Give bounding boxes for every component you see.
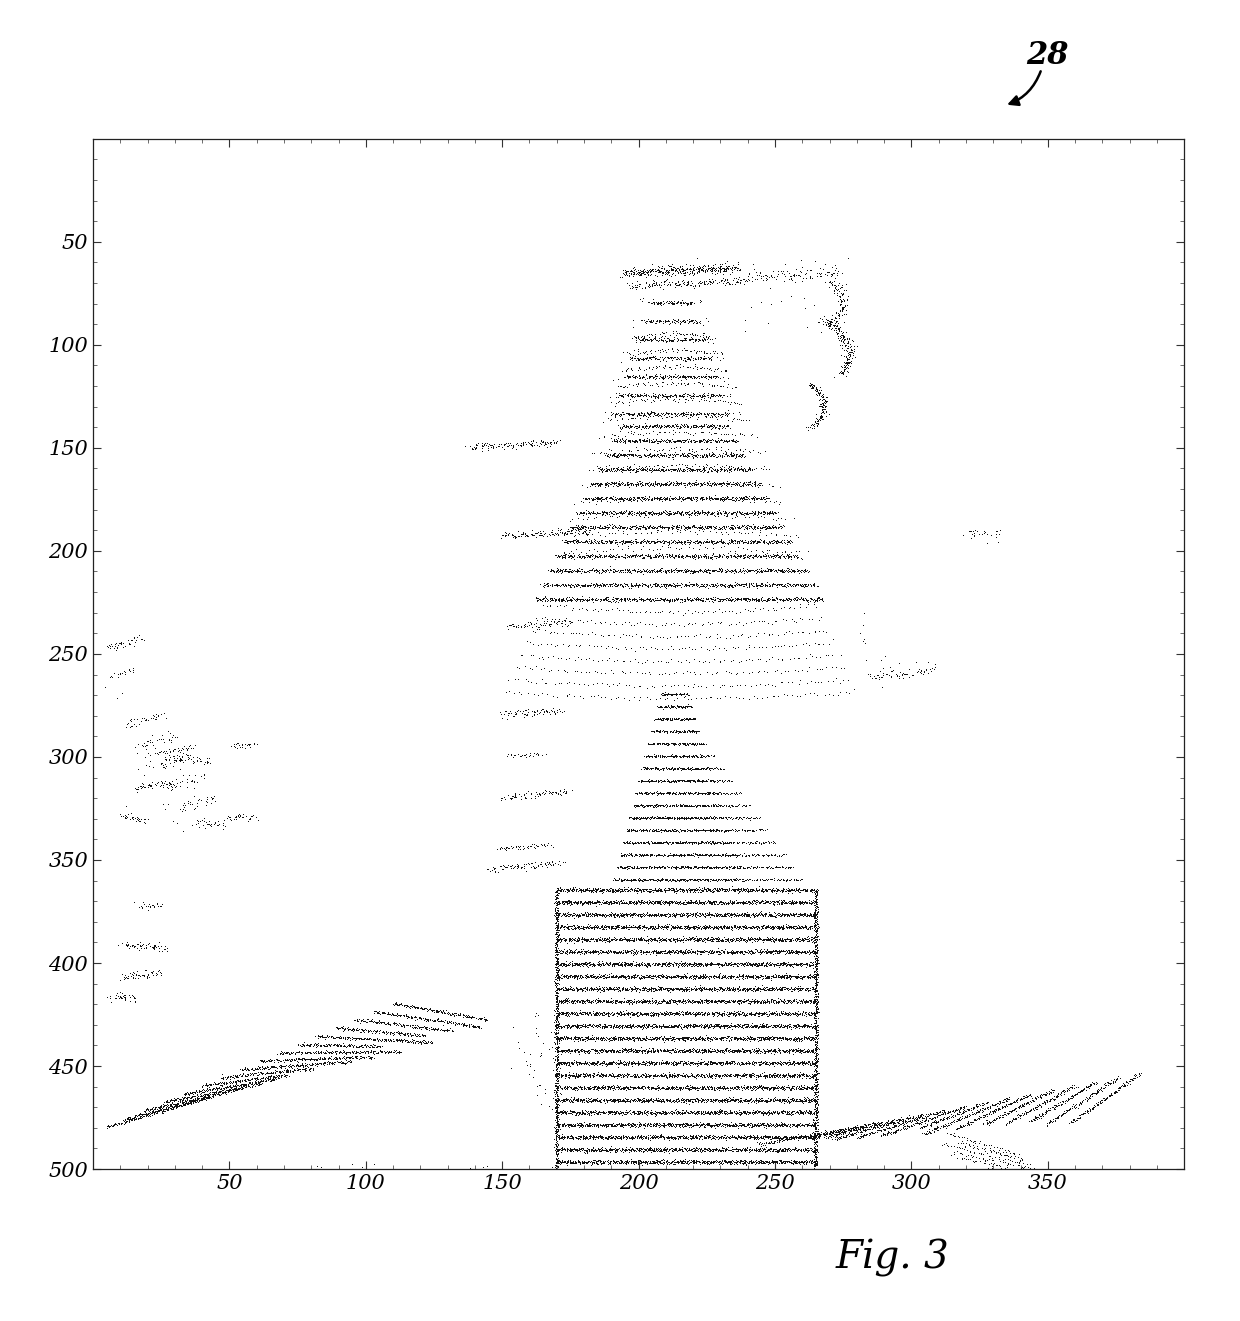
Text: 28: 28 [1027,40,1069,71]
Text: Fig. 3: Fig. 3 [836,1239,950,1276]
